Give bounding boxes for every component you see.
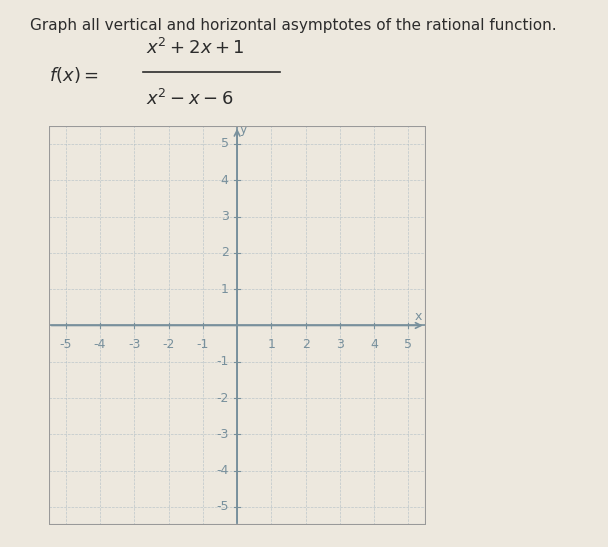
Text: 3: 3 xyxy=(336,338,344,351)
Text: -3: -3 xyxy=(128,338,140,351)
Text: -2: -2 xyxy=(216,392,229,405)
Text: y: y xyxy=(240,123,247,136)
Text: 3: 3 xyxy=(221,210,229,223)
Text: $x^2+2x+1$: $x^2+2x+1$ xyxy=(146,38,244,58)
Text: 2: 2 xyxy=(302,338,309,351)
Text: 2: 2 xyxy=(221,246,229,259)
Text: -1: -1 xyxy=(196,338,209,351)
Text: -1: -1 xyxy=(216,355,229,368)
Text: -4: -4 xyxy=(94,338,106,351)
Text: x: x xyxy=(415,310,423,323)
Text: Graph all vertical and horizontal asymptotes of the rational function.: Graph all vertical and horizontal asympt… xyxy=(30,18,557,33)
Text: 1: 1 xyxy=(268,338,275,351)
Text: -2: -2 xyxy=(162,338,174,351)
Text: $x^2-x-6$: $x^2-x-6$ xyxy=(146,89,233,109)
Text: -5: -5 xyxy=(60,338,72,351)
Text: 1: 1 xyxy=(221,283,229,296)
Text: -3: -3 xyxy=(216,428,229,441)
Text: 4: 4 xyxy=(221,174,229,187)
Text: 4: 4 xyxy=(370,338,378,351)
Text: 5: 5 xyxy=(404,338,412,351)
Text: -4: -4 xyxy=(216,464,229,477)
Text: $f(x)=$: $f(x)=$ xyxy=(49,65,98,85)
Text: 5: 5 xyxy=(221,137,229,150)
Text: -5: -5 xyxy=(216,501,229,514)
